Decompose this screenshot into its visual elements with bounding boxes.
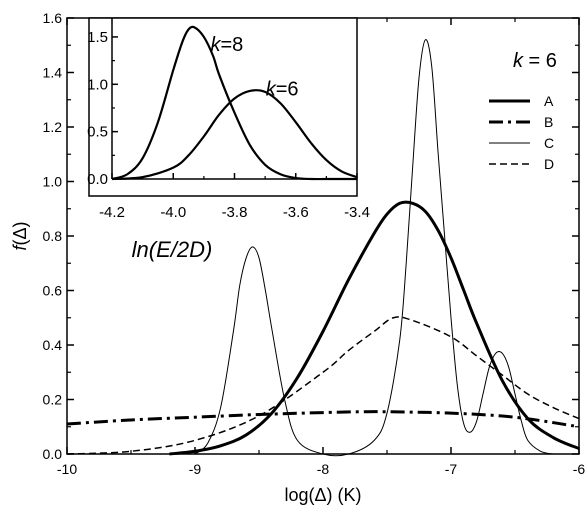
series-line-c bbox=[194, 39, 554, 457]
inset-x-tick-label: -4.0 bbox=[160, 204, 186, 221]
inset-x-axis-title: ln(E/2D) bbox=[132, 237, 213, 262]
main-y-tick-label: 1.4 bbox=[43, 65, 63, 81]
inset-series-group: k=8 k=6 bbox=[111, 25, 358, 181]
main-x-tick-label: -6 bbox=[573, 461, 586, 477]
series-line-b bbox=[66, 410, 580, 429]
inset-plot-frame bbox=[88, 17, 358, 197]
series-line-a bbox=[169, 200, 580, 456]
inset-series-line-k6 bbox=[111, 89, 358, 181]
main-y-tick-label: 1.6 bbox=[43, 10, 63, 26]
inset-y-tick-label: 0.5 bbox=[87, 124, 108, 141]
main-x-axis-title: log(Δ) (K) bbox=[284, 485, 361, 505]
main-series-group bbox=[66, 39, 580, 457]
main-y-tick-label: 0.0 bbox=[43, 446, 63, 462]
main-y-tick-label: 0.6 bbox=[43, 283, 63, 299]
inset-x-tick-label: -3.6 bbox=[283, 204, 309, 221]
main-y-tick-label: 0.2 bbox=[43, 392, 63, 408]
legend-label-a: A bbox=[544, 93, 554, 109]
main-y-tick-label: 0.4 bbox=[43, 337, 63, 353]
inset-series-label-k8: k=8 bbox=[210, 34, 243, 56]
inset-series-line-k8 bbox=[111, 25, 357, 181]
inset-x-tick-label: -3.4 bbox=[344, 204, 370, 221]
legend-label-c: C bbox=[544, 135, 554, 151]
main-x-tick-label: -8 bbox=[317, 461, 330, 477]
inset-x-tick-label: -4.2 bbox=[99, 204, 125, 221]
main-axis-ticks: -10 -9 -8 -7 -6 0.0 0.2 0.4 0.6 0.8 1.0 1.2 1.4 1.6 bbox=[43, 10, 586, 477]
legend-label-d: D bbox=[544, 156, 554, 172]
main-x-tick-label: -9 bbox=[189, 461, 202, 477]
inset-series-label-k6: k=6 bbox=[266, 79, 299, 101]
inset-x-tick-label: -3.8 bbox=[222, 204, 248, 221]
inset-y-tick-label: 1.5 bbox=[87, 29, 108, 46]
main-y-tick-label: 1.0 bbox=[43, 174, 63, 190]
main-x-tick-label: -10 bbox=[57, 461, 77, 477]
main-y-tick-label: 1.2 bbox=[43, 119, 63, 135]
main-x-tick-label: -7 bbox=[445, 461, 458, 477]
main-y-axis-title: f(Δ) bbox=[10, 221, 30, 250]
inset-axis-ticks: -4.2 -4.0 -3.8 -3.6 -3.4 0.0 0.5 1.0 1.5 bbox=[87, 18, 370, 221]
legend-label-b: B bbox=[544, 114, 553, 130]
series-line-d bbox=[66, 316, 580, 455]
main-y-tick-label: 0.8 bbox=[43, 228, 63, 244]
inset-y-tick-label: 0.0 bbox=[87, 171, 108, 188]
inset-y-tick-label: 1.0 bbox=[87, 76, 108, 93]
legend-title: k = 6 bbox=[513, 50, 557, 72]
